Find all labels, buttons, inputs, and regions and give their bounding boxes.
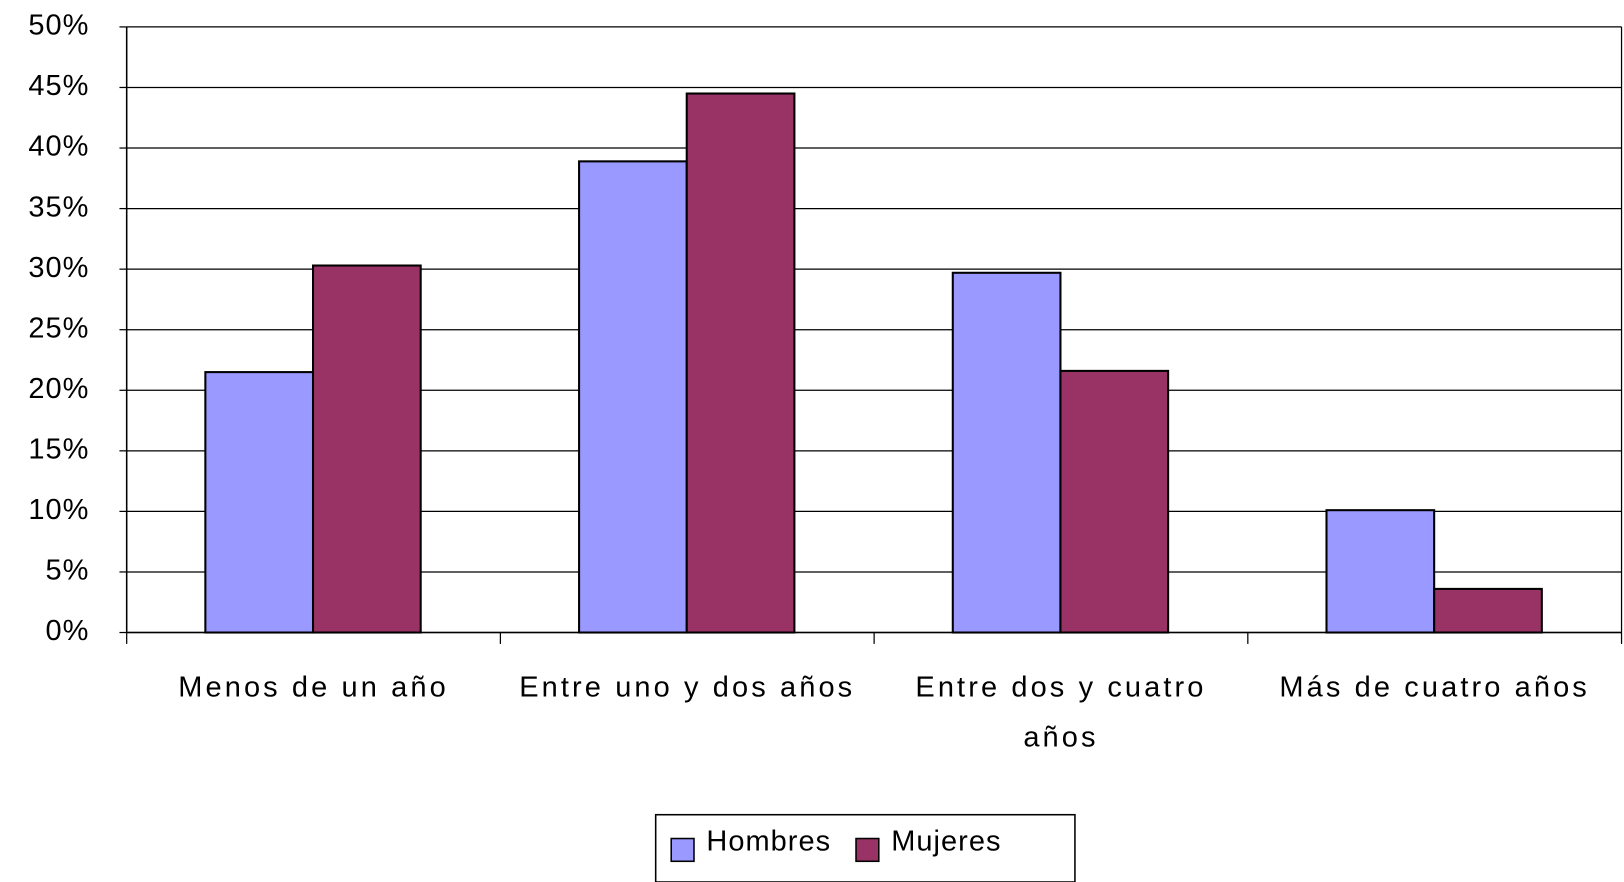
y-tick-label: 30% — [28, 252, 89, 284]
bar — [311, 264, 422, 634]
y-tick-label: 40% — [28, 131, 89, 163]
y-tick-label: 10% — [28, 494, 89, 526]
x-tick-label-box: Entre uno y dos años — [519, 670, 856, 703]
x-tick-label: Menos de un año — [178, 670, 449, 703]
legend-label: Hombres — [706, 825, 831, 857]
bar — [685, 92, 796, 634]
x-tick-label-box: Entre dos y cuatro años — [915, 670, 1207, 753]
y-tick-label: 50% — [28, 10, 89, 42]
bar — [951, 271, 1062, 634]
legend-swatch — [670, 837, 695, 863]
x-tick-label: Entre uno y dos años — [519, 670, 856, 703]
y-tick-label: 35% — [28, 191, 89, 223]
y-tick-label: 20% — [28, 373, 89, 405]
legend-label: Mujeres — [891, 825, 1001, 857]
x-tick-label-box: Más de cuatro años — [1279, 670, 1590, 703]
y-tick-label: 5% — [45, 555, 89, 587]
y-tick-label: 0% — [45, 615, 89, 647]
y-tick-label: 25% — [28, 312, 89, 344]
x-tick-label: Más de cuatro años — [1279, 670, 1590, 703]
x-tick-label: Entre dos y cuatro años — [915, 670, 1207, 753]
x-tick-label-box: Menos de un año — [178, 670, 449, 703]
bar — [1433, 587, 1543, 634]
bar — [578, 160, 688, 634]
bar — [204, 371, 315, 634]
bar — [1059, 369, 1170, 634]
bar — [1325, 509, 1436, 634]
y-tick-label: 15% — [28, 433, 89, 465]
y-tick-label: 45% — [28, 70, 89, 102]
legend-swatch — [855, 837, 880, 863]
